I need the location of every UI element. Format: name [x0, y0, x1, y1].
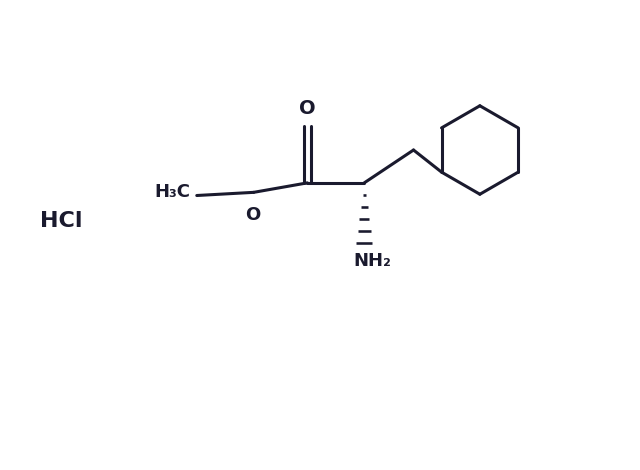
Text: NH₂: NH₂: [353, 252, 391, 270]
Text: HCl: HCl: [40, 211, 82, 231]
Text: H₃C: H₃C: [154, 183, 191, 201]
Text: O: O: [244, 206, 260, 224]
Text: O: O: [299, 100, 316, 118]
